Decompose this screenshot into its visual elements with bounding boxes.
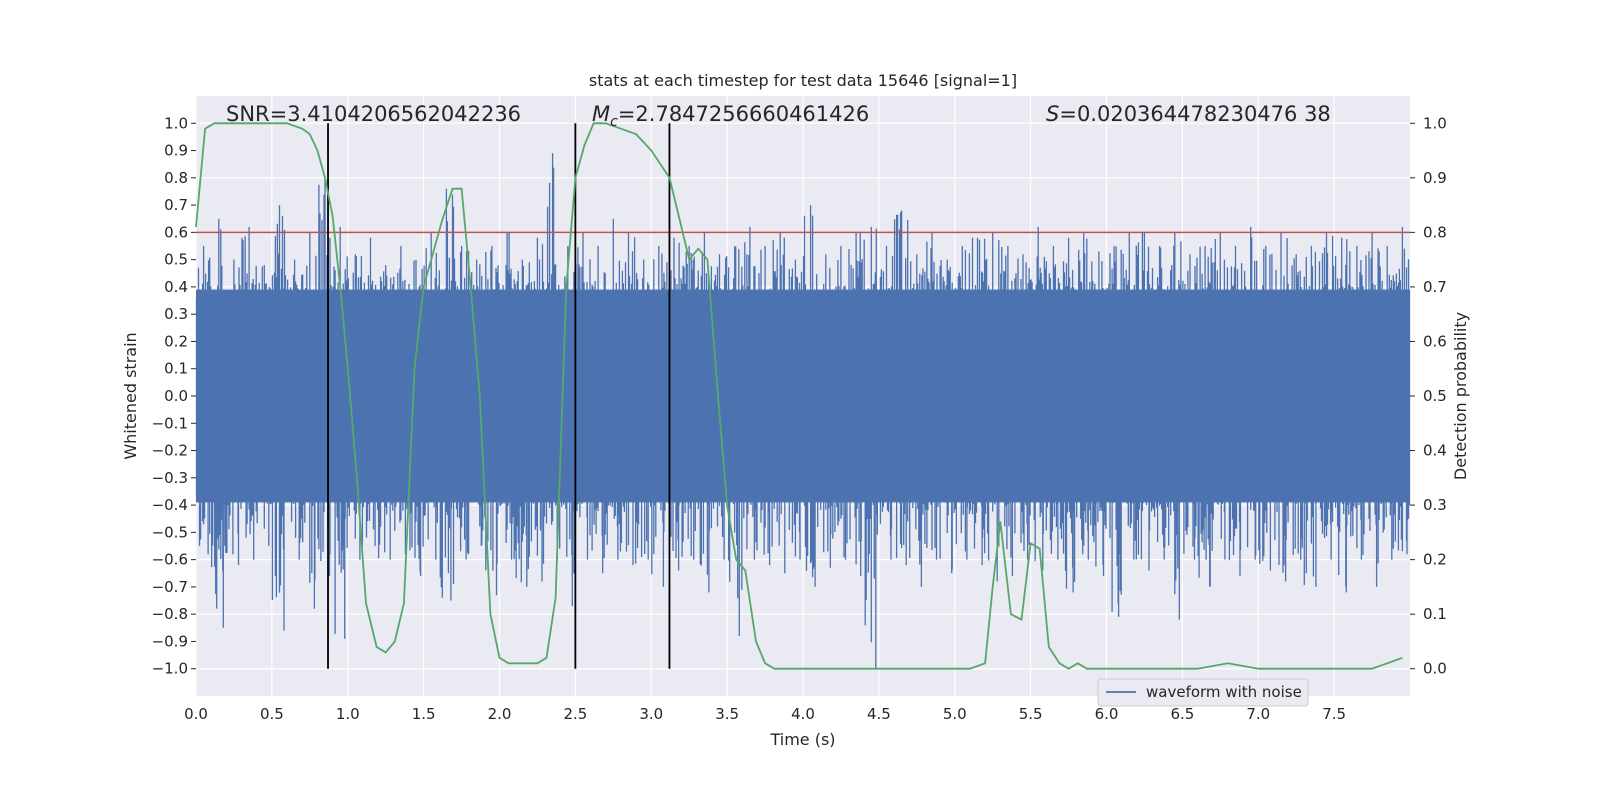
x-tick-label: 4.5 bbox=[867, 705, 891, 723]
y-tick-label: −0.7 bbox=[152, 578, 188, 596]
y-tick-label: 0.7 bbox=[164, 196, 188, 214]
y2-tick-label: 0.3 bbox=[1423, 496, 1447, 514]
y2-tick-label: 1.0 bbox=[1423, 114, 1447, 132]
s-symbol: S bbox=[1046, 102, 1059, 126]
x-tick-label: 6.0 bbox=[1095, 705, 1119, 723]
y-ticks: −1.0 −0.9 −0.8 −0.7 −0.6 −0.5 −0.4 −0.3 −0.2 −0.1… bbox=[152, 114, 196, 678]
y-tick-label: −1.0 bbox=[152, 660, 188, 678]
x-tick-label: 5.5 bbox=[1019, 705, 1043, 723]
x-tick-label: 2.5 bbox=[563, 705, 587, 723]
y2-tick-label: 0.5 bbox=[1423, 387, 1447, 405]
mc-symbol: M bbox=[592, 102, 610, 126]
x-tick-label: 6.5 bbox=[1170, 705, 1194, 723]
y2-tick-label: 0.0 bbox=[1423, 660, 1447, 678]
y-tick-label: 1.0 bbox=[164, 114, 188, 132]
y-tick-label: 0.4 bbox=[164, 278, 188, 296]
y2-ticks: 0.0 0.1 0.2 0.3 0.4 0.5 0.6 0.7 0.8 0.9 1.0 bbox=[1410, 114, 1447, 678]
x-tick-label: 3.0 bbox=[639, 705, 663, 723]
waveform-noise-lines bbox=[195, 153, 1411, 669]
y-tick-label: 0.9 bbox=[164, 142, 188, 160]
s-value: =0.020364478230476 38 bbox=[1059, 102, 1330, 126]
y-axis-label: Whitened strain bbox=[121, 332, 140, 459]
x-tick-label: 7.0 bbox=[1246, 705, 1270, 723]
y-tick-label: 0.6 bbox=[164, 223, 188, 241]
y-tick-label: −0.2 bbox=[152, 442, 188, 460]
y-tick-label: −0.6 bbox=[152, 551, 188, 569]
y-tick-label: −0.4 bbox=[152, 496, 188, 514]
detection-probability-line bbox=[195, 122, 1403, 670]
y-tick-label: −0.8 bbox=[152, 605, 188, 623]
y-tick-label: 0.8 bbox=[164, 169, 188, 187]
x-tick-label: 3.5 bbox=[715, 705, 739, 723]
y-tick-label: −0.9 bbox=[152, 632, 188, 650]
y2-tick-label: 0.1 bbox=[1423, 605, 1447, 623]
chart-title: stats at each timestep for test data 156… bbox=[589, 71, 1017, 90]
y2-axis-label: Detection probability bbox=[1451, 312, 1470, 480]
x-tick-label: 0.0 bbox=[184, 705, 208, 723]
x-ticks: 0.0 0.5 1.0 1.5 2.0 2.5 3.0 3.5 4.0 4.5 5.0 5.5 6.0 6… bbox=[184, 705, 1346, 723]
legend-label: waveform with noise bbox=[1146, 683, 1302, 701]
y-tick-label: −0.5 bbox=[152, 523, 188, 541]
y2-tick-label: 0.9 bbox=[1423, 169, 1447, 187]
y-tick-label: −0.3 bbox=[152, 469, 188, 487]
mc-subscript: c bbox=[610, 114, 618, 130]
legend-box bbox=[1097, 678, 1309, 707]
y-tick-label: 0.1 bbox=[164, 360, 188, 378]
waveform-series bbox=[195, 153, 1411, 669]
mc-value: =2.7847256660461426 bbox=[618, 102, 869, 126]
y2-tick-label: 0.8 bbox=[1423, 223, 1447, 241]
x-tick-label: 7.5 bbox=[1322, 705, 1346, 723]
legend: waveform with noise bbox=[1097, 678, 1309, 707]
x-tick-label: 4.0 bbox=[791, 705, 815, 723]
vertical-lines bbox=[327, 123, 671, 669]
y-tick-label: 0.0 bbox=[164, 387, 188, 405]
x-tick-label: 1.0 bbox=[336, 705, 360, 723]
y-tick-label: 0.3 bbox=[164, 305, 188, 323]
y-tick-label: −0.1 bbox=[152, 414, 188, 432]
y2-tick-label: 0.2 bbox=[1423, 551, 1447, 569]
x-tick-label: 1.5 bbox=[412, 705, 436, 723]
y2-tick-label: 0.6 bbox=[1423, 332, 1447, 350]
y-tick-label: 0.5 bbox=[164, 251, 188, 269]
x-tick-label: 2.0 bbox=[488, 705, 512, 723]
x-tick-label: 5.0 bbox=[943, 705, 967, 723]
y2-tick-label: 0.4 bbox=[1423, 442, 1447, 460]
mc-annotation: Mc=2.7847256660461426 bbox=[592, 102, 869, 130]
x-axis-label: Time (s) bbox=[769, 730, 835, 749]
snr-annotation: SNR=3.4104206562042236 bbox=[226, 102, 521, 126]
x-tick-label: 0.5 bbox=[260, 705, 284, 723]
y-tick-label: 0.2 bbox=[164, 332, 188, 350]
y2-tick-label: 0.7 bbox=[1423, 278, 1447, 296]
s-annotation: S=0.020364478230476 38 bbox=[1046, 102, 1331, 126]
